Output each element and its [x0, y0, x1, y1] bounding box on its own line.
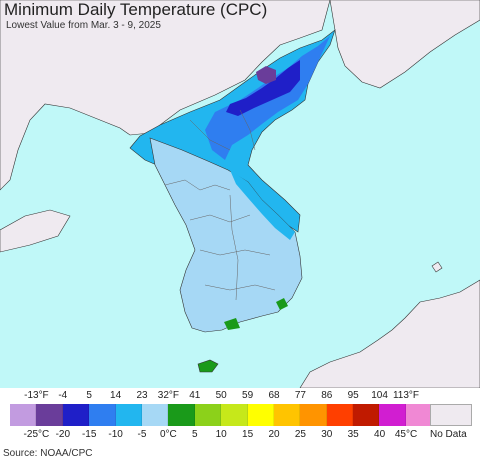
fahrenheit-tick: 86 — [321, 390, 333, 401]
color-legend — [10, 404, 433, 426]
legend-swatch — [194, 404, 222, 426]
celsius-tick: 30 — [321, 429, 333, 440]
fahrenheit-tick: 113°F — [392, 390, 420, 401]
celsius-tick: -10 — [108, 429, 123, 440]
legend-swatch — [221, 404, 248, 426]
celsius-tick: 45°C — [394, 429, 418, 440]
green-patch-busan — [276, 298, 288, 310]
fahrenheit-tick: 50 — [215, 390, 227, 401]
temperature-map — [0, 0, 480, 388]
legend-swatch — [141, 404, 169, 426]
celsius-tick: 0°C — [159, 429, 177, 440]
japan-islet — [431, 261, 443, 273]
legend-swatch — [168, 404, 195, 426]
fahrenheit-tick: 77 — [294, 390, 306, 401]
fahrenheit-tick: -13°F — [24, 390, 49, 401]
fahrenheit-ticks: -13°F -4 5 14 23 32°F 41 50 59 68 77 86 95 104 113°F — [0, 390, 480, 402]
russia-landmass — [329, 0, 480, 89]
no-data-label: No Data — [430, 429, 467, 440]
no-data-swatch — [430, 404, 472, 426]
celsius-ticks: -25°C -20 -15 -10 -5 0°C 5 10 15 20 25 30 35 40 45°C — [0, 429, 480, 441]
legend-swatch — [405, 404, 433, 426]
green-patch-south — [224, 318, 240, 330]
fahrenheit-tick: 59 — [242, 390, 254, 401]
celsius-tick: -15 — [81, 429, 97, 440]
celsius-tick: -5 — [137, 429, 147, 440]
fahrenheit-tick: 95 — [347, 390, 359, 401]
china-shandong — [0, 209, 71, 253]
province-borders — [164, 109, 276, 301]
jeju-island — [197, 359, 219, 373]
source-credit: Source: NOAA/CPC — [3, 448, 93, 459]
fahrenheit-tick: 68 — [268, 390, 280, 401]
legend-swatch — [326, 404, 354, 426]
fahrenheit-tick: 14 — [110, 390, 122, 401]
legend-swatch — [115, 404, 142, 426]
legend-swatch — [89, 404, 116, 426]
celsius-tick: 20 — [268, 429, 280, 440]
page-subtitle: Lowest Value from Mar. 3 - 9, 2025 — [6, 20, 161, 31]
celsius-tick: 5 — [192, 429, 198, 440]
legend-swatch — [353, 404, 380, 426]
celsius-tick: -20 — [55, 429, 71, 440]
fahrenheit-tick: 41 — [189, 390, 201, 401]
north-korea-purple — [256, 66, 276, 84]
legend-swatch — [10, 404, 37, 426]
legend-swatch — [379, 404, 406, 426]
celsius-tick: 10 — [215, 429, 227, 440]
fahrenheit-tick: 23 — [136, 390, 148, 401]
fahrenheit-tick: 5 — [86, 390, 92, 401]
celsius-tick: 15 — [242, 429, 254, 440]
south-korea-cyan-band — [230, 170, 295, 240]
japan-landmass — [299, 279, 480, 388]
legend-swatch — [247, 404, 274, 426]
celsius-tick: 35 — [347, 429, 359, 440]
legend-swatch — [300, 404, 327, 426]
legend-swatch — [62, 404, 90, 426]
celsius-tick: -25°C — [23, 429, 50, 440]
legend-swatch — [36, 404, 63, 426]
fahrenheit-tick: 32°F — [157, 390, 180, 401]
celsius-tick: 25 — [294, 429, 306, 440]
fahrenheit-tick: 104 — [371, 390, 388, 401]
north-korea-darkblue — [226, 60, 300, 116]
page-title: Minimum Daily Temperature (CPC) — [4, 0, 268, 19]
fahrenheit-tick: -4 — [58, 390, 68, 401]
celsius-tick: 40 — [374, 429, 386, 440]
legend-swatch — [273, 404, 301, 426]
